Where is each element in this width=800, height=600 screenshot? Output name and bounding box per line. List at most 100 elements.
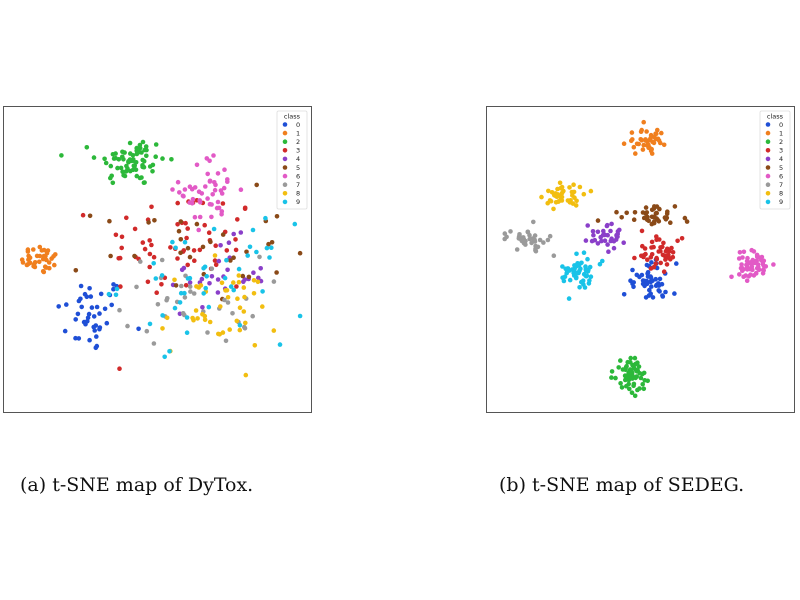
scatter-point-class-1 [653,136,659,142]
scatter-point-class-8 [549,190,555,195]
scatter-point-class-3 [118,284,123,289]
scatter-point-class-8 [571,182,576,187]
scatter-point-class-0 [631,284,636,290]
scatter-point-class-9 [167,349,172,354]
scatter-point-class-3 [660,252,666,258]
scatter-point-class-9 [204,274,209,279]
scatter-point-class-9 [584,267,589,273]
scatter-point-class-8 [242,294,247,300]
scatter-point-class-8 [164,315,170,321]
scatter-point-class-2 [160,156,165,161]
scatter-point-class-5 [654,204,660,209]
scatter-point-class-5 [173,283,179,288]
legend-label-9: 9 [296,198,300,206]
scatter-point-class-3 [642,246,648,251]
scatter-point-class-4 [611,238,617,244]
scatter-point-class-8 [557,198,563,203]
scatter-point-class-2 [140,139,146,145]
scatter-point-class-4 [595,229,601,235]
legend-marker-4 [282,156,288,162]
scatter-point-class-8 [252,343,258,348]
scatter-point-class-0 [88,294,94,299]
scatter-point-class-5 [185,245,191,251]
scatter-point-class-5 [684,219,690,224]
scatter-point-class-8 [223,288,228,293]
scatter-point-class-2 [623,367,628,373]
scatter-point-class-0 [73,317,78,322]
scatter-point-class-2 [120,154,125,160]
scatter-point-class-1 [25,247,31,252]
scatter-point-class-8 [547,198,553,203]
scatter-point-class-8 [577,184,583,190]
scatter-point-class-3 [212,258,218,263]
scatter-point-class-9 [263,215,268,221]
scatter-point-class-3 [183,283,189,288]
scatter-point-class-2 [632,355,638,361]
scatter-point-class-2 [626,381,631,387]
scatter-point-class-6 [741,249,747,255]
caption-sedeg: (b) t-SNE map of SEDEG. [499,474,745,496]
scatter-point-class-8 [243,372,249,378]
scatter-point-class-3 [185,262,190,268]
scatter-point-class-8 [569,189,575,195]
scatter-point-class-2 [128,168,133,174]
scatter-point-class-2 [113,151,118,156]
scatter-point-class-2 [124,163,129,169]
scatter-point-class-6 [192,185,198,190]
scatter-point-class-2 [609,375,614,380]
scatter-point-class-4 [605,232,610,238]
scatter-point-class-3 [184,235,189,241]
scatter-point-class-5 [614,209,619,215]
scatter-point-class-3 [140,240,146,245]
scatter-point-class-3 [192,258,197,263]
scatter-point-class-2 [618,381,623,386]
scatter-point-class-3 [653,261,658,266]
scatter-point-class-8 [251,291,257,296]
scatter-point-class-3 [233,237,238,242]
scatter-point-class-5 [631,217,637,222]
scatter-point-class-5 [624,210,629,216]
scatter-point-class-0 [75,311,81,317]
scatter-point-class-9 [162,354,167,360]
scatter-point-class-9 [178,290,184,296]
scatter-point-class-1 [659,130,664,136]
scatter-point-class-5 [108,253,113,259]
scatter-point-class-4 [590,229,596,234]
scatter-point-class-2 [631,366,636,371]
scatter-point-class-2 [630,376,635,381]
scatter-point-class-5 [595,218,601,223]
scatter-point-class-4 [238,230,244,235]
scatter-point-class-0 [76,336,82,341]
scatter-point-class-9 [247,244,253,250]
scatter-point-class-6 [737,272,742,277]
scatter-point-class-8 [546,188,551,194]
scatter-point-class-2 [631,381,637,387]
scatter-point-class-4 [621,240,626,245]
scatter-point-class-3 [117,366,122,372]
scatter-point-class-6 [170,187,175,192]
scatter-point-class-4 [258,266,263,271]
scatter-point-class-6 [207,178,213,184]
scatter-point-class-1 [646,145,652,151]
scatter-point-class-0 [97,326,102,332]
scatter-point-class-3 [639,253,644,259]
scatter-point-class-6 [192,214,198,220]
scatter-point-class-6 [175,179,181,185]
scatter-point-class-2 [120,149,125,155]
scatter-point-class-6 [729,274,734,280]
scatter-point-class-0 [87,337,92,343]
legend-label-4: 4 [296,155,300,163]
scatter-point-class-8 [553,200,559,205]
scatter-point-class-6 [215,199,221,205]
scatter-point-class-6 [203,184,208,189]
scatter-point-class-7 [250,313,255,319]
scatter-point-class-3 [645,257,650,262]
scatter-point-class-1 [53,252,58,257]
scatter-point-class-2 [127,157,133,162]
scatter-point-class-4 [225,267,230,273]
scatter-point-class-8 [237,305,243,310]
scatter-point-class-7 [180,311,186,316]
scatter-point-class-2 [103,160,109,166]
